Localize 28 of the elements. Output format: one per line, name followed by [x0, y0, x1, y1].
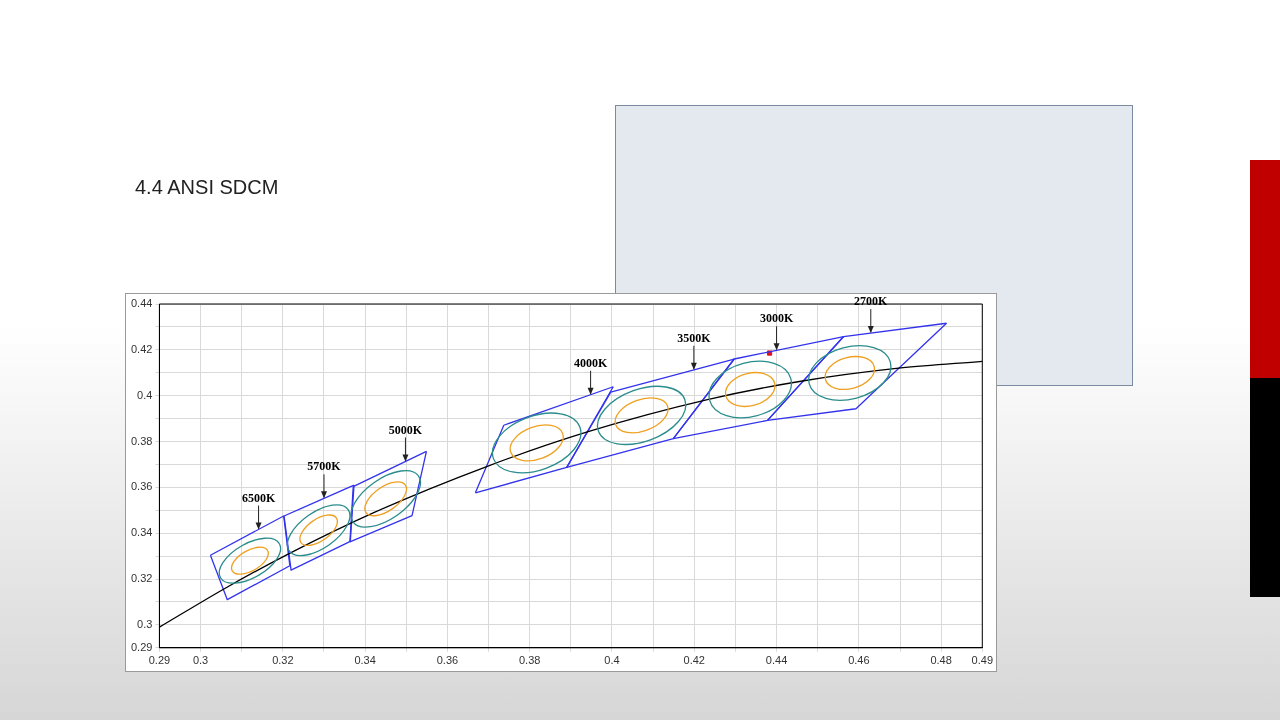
annotation: 3000K: [759, 311, 794, 326]
y-tick-label: 0.42: [130, 342, 153, 355]
x-tick-label: 0.48: [930, 654, 952, 667]
x-tick-label: 0.29: [148, 654, 171, 667]
y-tick-label: 0.38: [130, 434, 153, 447]
x-tick-label: 0.38: [519, 654, 541, 667]
y-tick-label: 0.4: [137, 388, 153, 401]
x-tick-label: 0.49: [971, 654, 994, 667]
x-tick-label: 0.42: [683, 654, 705, 667]
x-tick-label: 0.46: [848, 654, 870, 667]
chart-title: 4.4 ANSI SDCM: [135, 176, 279, 199]
y-tick-label: 0.32: [130, 572, 153, 585]
x-tick-label: 0.36: [436, 654, 459, 667]
annotation: 5000K: [388, 422, 423, 437]
x-tick-label: 0.4: [604, 654, 620, 667]
annotation: 3500K: [677, 330, 712, 345]
annotation: 5700K: [307, 459, 342, 474]
annotation: 6500K: [241, 490, 276, 505]
x-tick-label: 0.32: [272, 654, 294, 667]
annotation: 4000K: [573, 355, 608, 370]
x-tick-label: 0.3: [192, 654, 209, 667]
y-tick-label: 0.3: [137, 617, 153, 630]
x-tick-label: 0.34: [354, 654, 376, 667]
y-tick-label: 0.44: [130, 297, 153, 310]
y-tick-label: 0.34: [130, 526, 153, 539]
y-tick-label: 0.36: [130, 480, 153, 493]
x-tick-label: 0.44: [765, 654, 788, 667]
y-tick-label: 0.29: [130, 640, 153, 653]
